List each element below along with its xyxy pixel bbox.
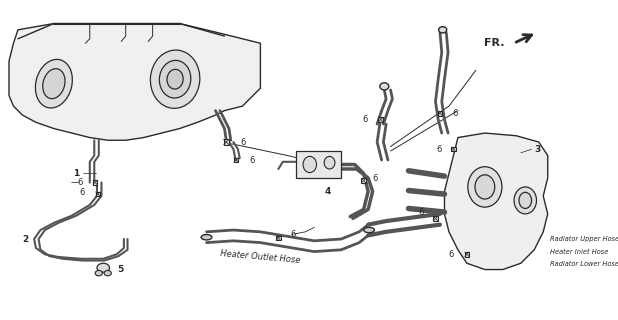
Text: FR.: FR.	[484, 38, 505, 48]
Bar	[296, 151, 341, 178]
Text: 6: 6	[77, 178, 83, 187]
Bar	[378, 117, 383, 122]
Bar	[451, 147, 455, 151]
Text: 6: 6	[448, 250, 454, 259]
Text: Heater Inlet Hose: Heater Inlet Hose	[549, 249, 608, 255]
Bar	[438, 111, 442, 116]
Ellipse shape	[95, 270, 103, 276]
Text: 6: 6	[250, 156, 255, 164]
Text: Radiator Upper Hose: Radiator Upper Hose	[549, 236, 618, 242]
Text: 5: 5	[117, 265, 124, 274]
Ellipse shape	[519, 192, 531, 209]
Ellipse shape	[201, 235, 212, 240]
Bar	[362, 179, 366, 183]
Text: 2: 2	[22, 235, 28, 244]
Bar	[234, 158, 239, 162]
Ellipse shape	[324, 156, 335, 169]
Ellipse shape	[468, 167, 502, 207]
Text: 6: 6	[452, 109, 458, 118]
Text: —: —	[70, 178, 79, 187]
Ellipse shape	[97, 263, 109, 272]
Ellipse shape	[475, 175, 495, 199]
Ellipse shape	[159, 60, 191, 98]
Bar	[465, 252, 469, 257]
Polygon shape	[9, 23, 260, 140]
Ellipse shape	[150, 50, 200, 108]
Bar	[433, 216, 438, 220]
Ellipse shape	[303, 156, 316, 172]
Ellipse shape	[363, 227, 375, 233]
Ellipse shape	[167, 69, 183, 89]
Ellipse shape	[439, 27, 447, 33]
Ellipse shape	[514, 187, 536, 214]
Text: 6: 6	[240, 138, 246, 147]
Bar	[224, 139, 229, 145]
Text: Radiator Lower Hose: Radiator Lower Hose	[549, 261, 618, 267]
Text: 4: 4	[324, 187, 331, 196]
Ellipse shape	[35, 60, 72, 108]
Bar	[96, 192, 100, 196]
Text: Heater Outlet Hose: Heater Outlet Hose	[220, 249, 301, 265]
Ellipse shape	[380, 83, 389, 90]
Text: 6: 6	[436, 145, 442, 154]
Bar	[276, 236, 281, 240]
Text: 6: 6	[79, 188, 85, 197]
Bar	[93, 180, 98, 185]
Text: 1: 1	[73, 169, 79, 178]
Ellipse shape	[104, 270, 111, 276]
Text: 6: 6	[363, 115, 368, 124]
Ellipse shape	[43, 69, 65, 99]
Polygon shape	[444, 133, 548, 269]
Text: 3: 3	[535, 145, 541, 154]
Text: 6: 6	[373, 174, 378, 183]
Text: 6: 6	[418, 208, 424, 217]
Text: 6: 6	[290, 230, 295, 239]
